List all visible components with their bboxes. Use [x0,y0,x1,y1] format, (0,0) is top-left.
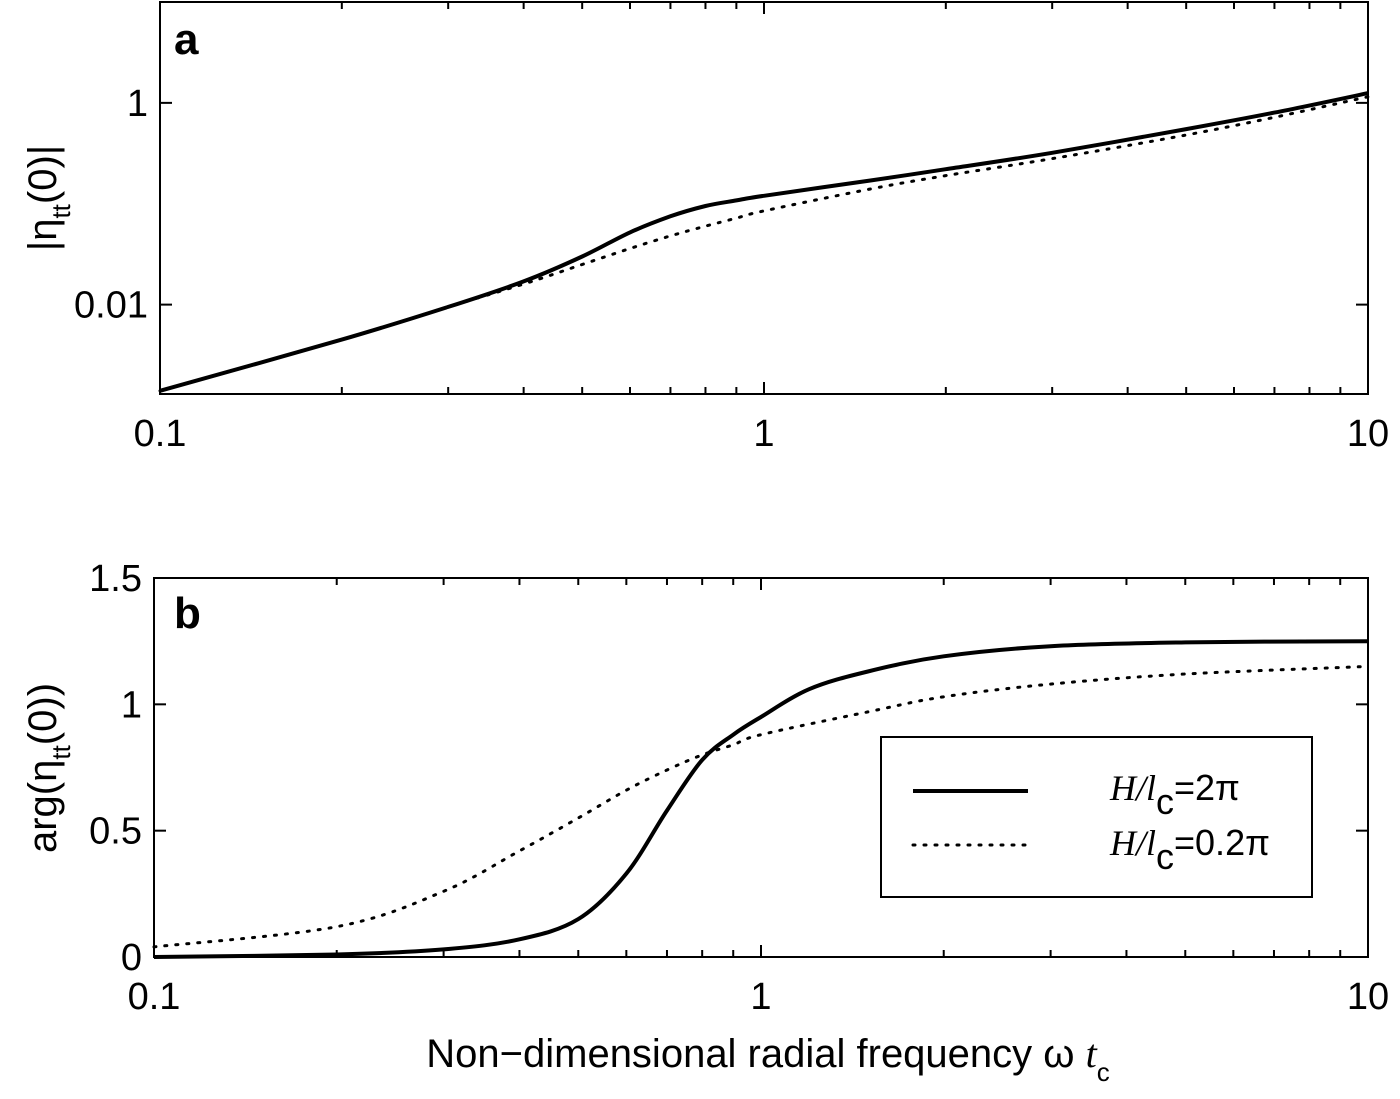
panel-b-ytick-label: 0 [121,937,142,979]
panel-a-xtick-label: 10 [1347,413,1389,455]
panel-b: b 0.1 1 10 0 0.5 1 1.5 arg(ηtt(0)) H/lc=2π H/l… [21,558,1389,1018]
panel-b-ytick-label: 0.5 [89,811,142,853]
legend-entry-2: H/lc=0.2π [1109,822,1270,877]
panel-a-xtick-label: 1 [753,413,774,455]
panel-a: a 0.1 1 10 0.01 1 |ηtt(0)| [21,1,1389,455]
panel-a-frame [159,1,1369,395]
panel-a-xtick-label: 0.1 [134,413,187,455]
legend-box [880,736,1313,898]
panel-a-ytick-label: 1 [127,83,148,125]
panel-b-xtick-label: 10 [1347,976,1389,1018]
panel-b-ytick-label: 1 [121,684,142,726]
panel-b-ylabel: arg(ηtt(0)) [21,683,76,853]
panel-a-ytick-label: 0.01 [74,285,148,327]
panel-b-xtick-label: 0.1 [128,976,181,1018]
panel-a-ticks: 0.1 1 10 0.01 1 [74,2,1389,455]
x-axis-label: Non−dimensional radial frequency ω tc [426,1031,1110,1087]
panel-b-tag: b [174,589,201,638]
legend-entry-1: H/lc=2π [1109,767,1240,822]
panel-b-series [152,639,1370,959]
panel-b-series-solid [153,639,1369,959]
panel-b-ytick-label: 1.5 [89,558,142,600]
panel-a-ylabel: |ηtt(0)| [21,145,76,251]
legend: H/lc=2π H/lc=0.2π [880,736,1313,898]
panel-a-series [158,91,1370,393]
panel-a-series-dotted [158,95,1370,393]
panel-b-series-dotted [152,664,1370,949]
panel-b-xtick-label: 1 [750,976,771,1018]
panel-b-ticks: 0.1 1 10 0 0.5 1 1.5 [89,558,1389,1018]
panel-a-series-solid [159,91,1369,393]
panel-a-tag: a [174,15,199,64]
